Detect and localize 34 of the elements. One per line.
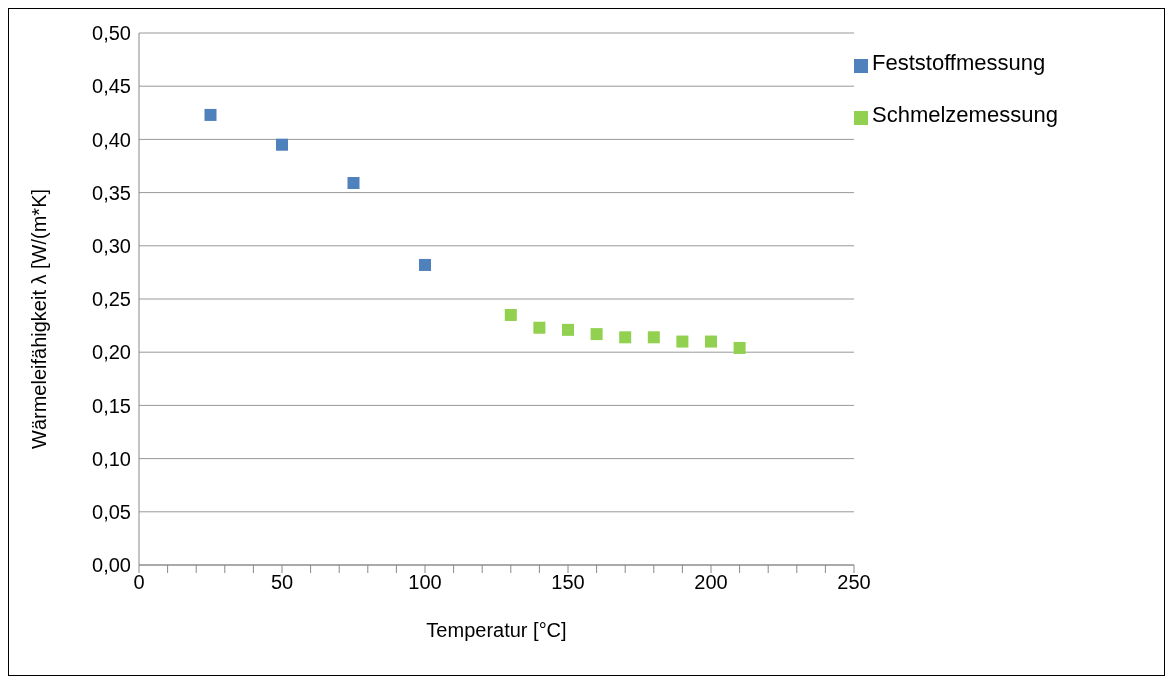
point <box>347 177 360 190</box>
point <box>204 108 217 121</box>
y-tick-label: 0,40 <box>92 128 131 151</box>
point <box>562 323 574 336</box>
point <box>419 258 431 271</box>
y-tick-label: 0,10 <box>92 447 131 470</box>
x-axis-title: Temperatur [°C] <box>426 619 567 641</box>
y-tick-label: 0,00 <box>92 554 131 577</box>
x-tick-label: 0 <box>133 571 145 594</box>
point <box>533 321 546 334</box>
y-tick-label: 0,25 <box>92 288 131 311</box>
x-tick-label: 50 <box>270 571 294 594</box>
point <box>619 331 632 344</box>
y-tick-label: 0,05 <box>92 500 131 523</box>
x-tick-label: 250 <box>837 571 871 594</box>
y-tick-label: 0,15 <box>92 394 131 417</box>
y-tick-label: 0,45 <box>92 75 131 98</box>
point <box>705 335 717 348</box>
point <box>504 308 517 321</box>
y-tick-label: 0,20 <box>92 341 131 364</box>
point <box>276 138 288 151</box>
legend-label: Schmelzemessung <box>872 102 1058 127</box>
y-axis-title: Wärmeleifähigkeit λ [W/(m*K] <box>28 188 51 449</box>
point <box>647 331 660 344</box>
y-tick-label: 0,35 <box>92 181 131 204</box>
point <box>733 341 746 354</box>
x-tick-label: 100 <box>408 571 442 594</box>
point <box>590 328 603 341</box>
legend-label: Feststoffmessung <box>872 50 1046 75</box>
x-tick-label: 150 <box>551 571 585 594</box>
y-tick-label: 0,30 <box>92 234 131 257</box>
x-tick-label: 200 <box>694 571 728 594</box>
point <box>676 335 689 348</box>
y-tick-label: 0,50 <box>92 22 131 45</box>
